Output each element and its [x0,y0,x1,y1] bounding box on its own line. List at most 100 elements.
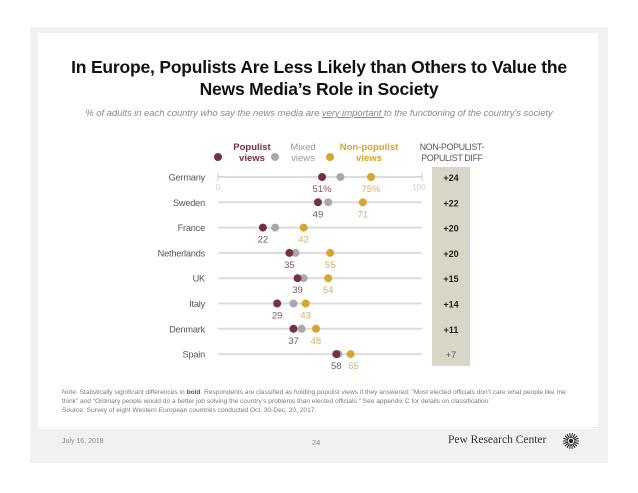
category-label-spain: Spain [183,350,206,360]
diff-label: +20 [443,249,458,259]
logo-ray [563,441,569,445]
dot-non-populist [346,350,355,359]
dot-mixed [291,248,300,257]
data-label-populist: 29 [272,311,283,322]
dot-non-populist [324,274,333,283]
logo-ray [573,437,579,441]
dot-non-populist [301,299,310,308]
logo-ray [566,433,570,439]
data-label-non-populist: 75% [361,184,381,195]
dot-mixed [271,223,280,232]
data-label-non-populist: 42 [298,235,309,246]
dot-non-populist [358,198,367,207]
data-label-populist: 58 [331,361,342,372]
chart-subtitle: % of adults in each country who say the … [0,108,638,119]
subtitle-pre: % of adults in each country who say the … [85,108,322,119]
logo-ray [566,443,570,449]
slide [38,33,598,429]
logo-ray [563,437,569,441]
legend-label-line-1: Populist [233,142,271,153]
dot-non-populist [326,248,335,257]
dot-mixed [297,324,306,333]
diff-header-line-1: NON-POPULIST- [419,142,485,152]
dot-non-populist [367,173,375,181]
subtitle-underlined: very important [321,108,384,119]
note-rest: . Respondents are classified as holding … [62,389,566,406]
dot-non-populist [299,223,308,232]
source-text: Source: Survey of eight Western European… [62,407,317,415]
logo-ray [572,433,576,439]
data-label-populist: 22 [258,235,269,246]
dot-mixed [336,173,345,181]
logo-ray [573,441,579,445]
logo-ray [569,433,571,438]
diff-label: +24 [443,173,458,183]
category-label-germany: Germany [169,173,206,183]
category-label-italy: Italy [189,299,205,309]
logo-ray [571,433,573,438]
data-label-populist: 39 [292,285,303,296]
diff-label: +22 [443,198,458,208]
category-label-uk: UK [193,274,206,284]
title-line-1: In Europe, Populists Are Less Likely tha… [71,57,567,77]
legend-dot-populist [214,153,222,161]
dot-populist [273,299,282,308]
footer-date: July 16, 2018 [62,438,104,445]
legend-label-mixed: Mixed views [283,142,323,164]
data-label-non-populist: 43 [300,311,311,322]
legend-dot-non-populist [326,153,334,161]
dot-mixed [324,198,333,207]
category-label-netherlands: Netherlands [158,248,206,258]
logo-ray [573,435,578,440]
legend-label-line-1: Mixed [290,142,316,153]
dot-populist [313,198,322,207]
legend-label-non-populist: Non-populist views [338,142,400,164]
logo-ray [564,435,569,440]
dot-populist [332,350,341,359]
data-label-non-populist: 48 [311,336,322,347]
data-label-populist: 51% [313,184,333,195]
page-number: 24 [312,438,321,447]
category-label-france: France [178,223,205,233]
diff-label: +15 [443,274,458,284]
category-label-denmark: Denmark [169,324,205,334]
legend-label-populist: Populist views [222,142,282,164]
data-label-non-populist: 54 [323,285,334,296]
legend-label-line-2: views [356,153,382,164]
subtitle-post: to the functioning of the country’s soci… [383,108,553,119]
legend-label-line-1: Non-populist [339,142,399,153]
diff-label: +11 [444,325,459,335]
dot-populist [318,173,327,181]
legend-label-line-2: views [291,153,315,164]
logo-ray [573,442,578,447]
dot-mixed [299,274,308,283]
dot-populist [258,223,267,232]
legend-label-line-2: views [239,153,265,164]
data-label-populist: 37 [288,336,299,347]
footer-divider [38,427,598,428]
note-bold: bold [186,389,201,396]
note-text: Note: Statistically significant differen… [62,388,582,406]
data-label-non-populist: 55 [325,260,336,271]
logo-ray [569,444,571,449]
logo-ray [572,443,576,449]
diff-column-header: NON-POPULIST- POPULIST DIFF [412,142,492,163]
axis-tick-label: 100 [412,183,426,192]
diff-column-background [432,167,470,366]
data-label-non-populist: 65 [348,361,359,372]
pew-sunburst-logo-icon [563,433,579,449]
dot-mixed [289,299,298,308]
dot-populist [293,274,302,283]
footnote: Note: Statistically significant differen… [62,388,582,416]
data-label-populist: 35 [284,260,295,271]
axis-tick-label: 0 [216,183,221,192]
data-label-populist: 49 [313,209,324,220]
logo-ray [564,442,569,447]
diff-label: +20 [443,224,458,234]
note-prefix: Note: Statistically significant differen… [62,389,187,396]
legend-dot-mixed [271,153,279,161]
diff-label: +14 [443,300,458,310]
diff-label: +7 [446,350,456,360]
logo-ray [571,444,573,449]
